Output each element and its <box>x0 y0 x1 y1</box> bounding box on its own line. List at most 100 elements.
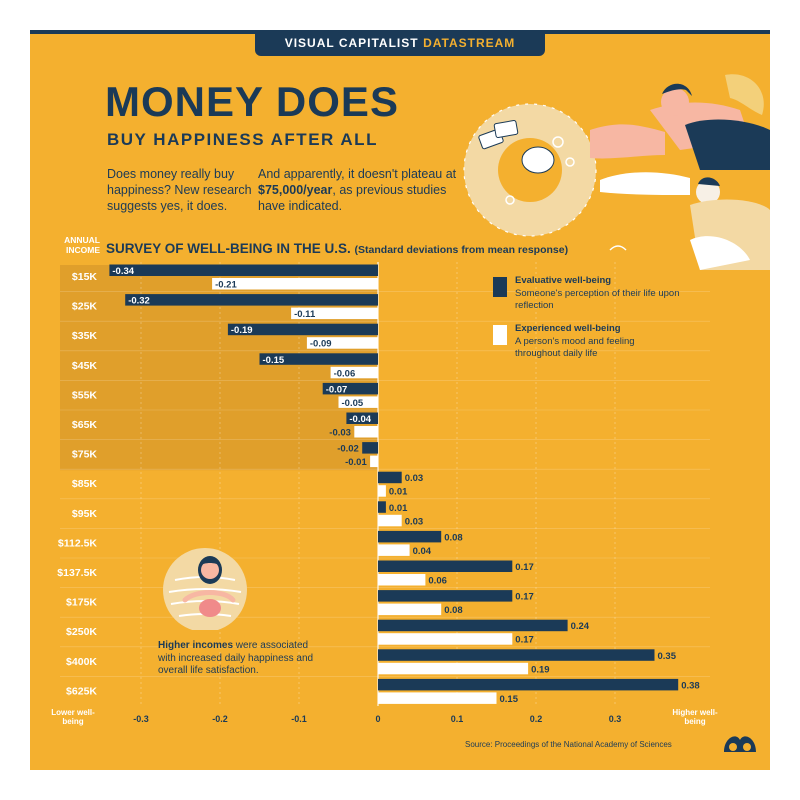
brand-logo-icon <box>724 736 756 752</box>
bar-experienced <box>338 396 378 408</box>
value-label-experienced: -0.05 <box>342 398 364 409</box>
intro-text-1: Does money really buy happiness? New res… <box>107 167 252 213</box>
value-label-experienced: 0.08 <box>444 605 463 616</box>
value-label-experienced: 0.19 <box>531 664 550 675</box>
value-label-evaluative: -0.04 <box>349 414 371 425</box>
source-note: Source: Proceedings of the National Acad… <box>465 740 672 749</box>
annual-income-label: ANNUAL INCOME <box>64 235 100 255</box>
bar-evaluative <box>378 560 513 572</box>
value-label-evaluative: -0.15 <box>263 355 285 366</box>
value-label-experienced: -0.06 <box>334 368 356 379</box>
bar-experienced <box>378 692 497 704</box>
x-tick-label: -0.1 <box>291 714 307 724</box>
x-tick-label: 0.2 <box>530 714 543 724</box>
bar-experienced <box>212 278 378 290</box>
bar-evaluative <box>109 264 379 276</box>
piggy-bank-woman-illustration <box>163 548 247 630</box>
category-label: $55K <box>72 389 98 401</box>
brand-bar: VISUAL CAPITALIST DATASTREAM <box>30 30 770 64</box>
legend-swatch-evaluative <box>493 277 507 297</box>
value-label-evaluative: -0.07 <box>326 384 348 395</box>
category-label: $35K <box>72 330 98 342</box>
x-tick-label: 0.1 <box>451 714 464 724</box>
legend-swatch-experienced <box>493 325 507 345</box>
bar-evaluative <box>125 294 378 306</box>
bar-evaluative <box>378 678 679 691</box>
axis-higher-label: Higher well-being <box>672 708 718 726</box>
legend-title-evaluative: Evaluative well-being <box>515 275 612 286</box>
bar-experienced <box>306 337 378 349</box>
bar-evaluative <box>322 382 378 395</box>
value-label-evaluative: 0.24 <box>571 621 590 632</box>
value-label-evaluative: 0.17 <box>515 562 534 573</box>
bar-experienced <box>330 366 378 379</box>
category-label: $137.5K <box>57 567 97 579</box>
x-tick-label: -0.3 <box>133 714 149 724</box>
annotation-rest: were associated with increased daily hap… <box>158 640 314 676</box>
value-label-experienced: -0.01 <box>345 457 367 468</box>
infographic-card: VISUAL CAPITALIST DATASTREAM MONEY DOES … <box>30 30 770 770</box>
category-label: $65K <box>72 419 98 431</box>
chart-annotation: Higher incomes were associated with incr… <box>158 640 328 678</box>
value-label-evaluative: -0.19 <box>231 325 253 336</box>
chart-legend: Evaluative well-being Someone's percepti… <box>493 275 693 371</box>
page-subtitle: BUY HAPPINESS AFTER ALL <box>107 130 378 149</box>
bar-experienced <box>378 662 529 675</box>
category-label: $75K <box>72 449 98 461</box>
category-label: $400K <box>66 656 97 668</box>
legend-title-experienced: Experienced well-being <box>515 323 621 334</box>
chart-title: SURVEY OF WELL-BEING IN THE U.S. (Standa… <box>106 241 568 256</box>
bar-experienced <box>378 633 513 645</box>
value-label-evaluative: -0.34 <box>112 266 134 277</box>
bar-evaluative <box>346 412 378 424</box>
value-label-evaluative: -0.32 <box>128 296 150 307</box>
axis-lower-label: Lower well-being <box>51 708 95 726</box>
intro-text-2-before: And apparently, it doesn't plateau at <box>258 167 457 181</box>
bar-experienced <box>378 514 402 527</box>
category-label: $112.5K <box>58 537 98 549</box>
bar-evaluative <box>378 471 402 484</box>
intro-text-2: And apparently, it doesn't plateau at $7… <box>258 166 458 214</box>
bar-experienced <box>354 426 378 438</box>
bar-evaluative <box>378 530 442 543</box>
legend-item-evaluative: Evaluative well-being Someone's percepti… <box>493 275 693 323</box>
value-label-evaluative: 0.03 <box>405 473 424 484</box>
category-label: $85K <box>72 478 98 490</box>
brand-name: VISUAL CAPITALIST <box>284 36 419 50</box>
bar-evaluative <box>378 590 513 602</box>
bar-experienced <box>378 574 426 586</box>
bar-evaluative <box>362 442 378 454</box>
value-label-evaluative: 0.01 <box>389 503 408 514</box>
category-label: $95K <box>72 508 98 520</box>
legend-item-experienced: Experienced well-being A person's mood a… <box>493 323 693 371</box>
value-label-experienced: -0.03 <box>329 428 351 439</box>
bar-experienced <box>370 455 378 468</box>
bar-chart: $15K -0.34 -0.21 $25K -0.32 -0.11 $35K -0.19 -0.… <box>57 262 710 724</box>
value-label-experienced: 0.04 <box>413 546 432 557</box>
bar-evaluative <box>227 323 378 336</box>
chart-title-main: SURVEY OF WELL-BEING IN THE U.S. <box>106 241 351 256</box>
value-label-experienced: 0.03 <box>405 516 424 527</box>
value-label-experienced: -0.11 <box>294 309 316 320</box>
value-label-experienced: -0.21 <box>215 280 237 291</box>
brand-tab: VISUAL CAPITALIST DATASTREAM <box>255 30 545 56</box>
bar-experienced <box>378 485 386 497</box>
brand-stream: DATASTREAM <box>423 36 516 50</box>
chart-subtitle: (Standard deviations from mean response) <box>354 244 569 256</box>
bar-experienced <box>378 603 442 616</box>
category-label: $250K <box>66 626 97 638</box>
x-tick-label: 0 <box>375 714 380 724</box>
x-tick-label: -0.2 <box>212 714 228 724</box>
annotation-bold: Higher incomes <box>158 640 234 651</box>
bar-evaluative <box>378 649 655 661</box>
value-label-experienced: 0.17 <box>515 635 534 646</box>
value-label-experienced: 0.15 <box>500 694 519 705</box>
bar-evaluative <box>378 501 386 513</box>
category-label: $15K <box>72 271 98 283</box>
hands-money-illustration <box>463 74 770 270</box>
legend-desc-experienced: A person's mood and feeling throughout d… <box>515 336 635 359</box>
bar-evaluative <box>378 619 568 632</box>
category-label: $175K <box>66 597 97 609</box>
bar-evaluative <box>259 353 378 365</box>
intro-text-2-after: , as previous studies have indicated. <box>258 183 447 213</box>
